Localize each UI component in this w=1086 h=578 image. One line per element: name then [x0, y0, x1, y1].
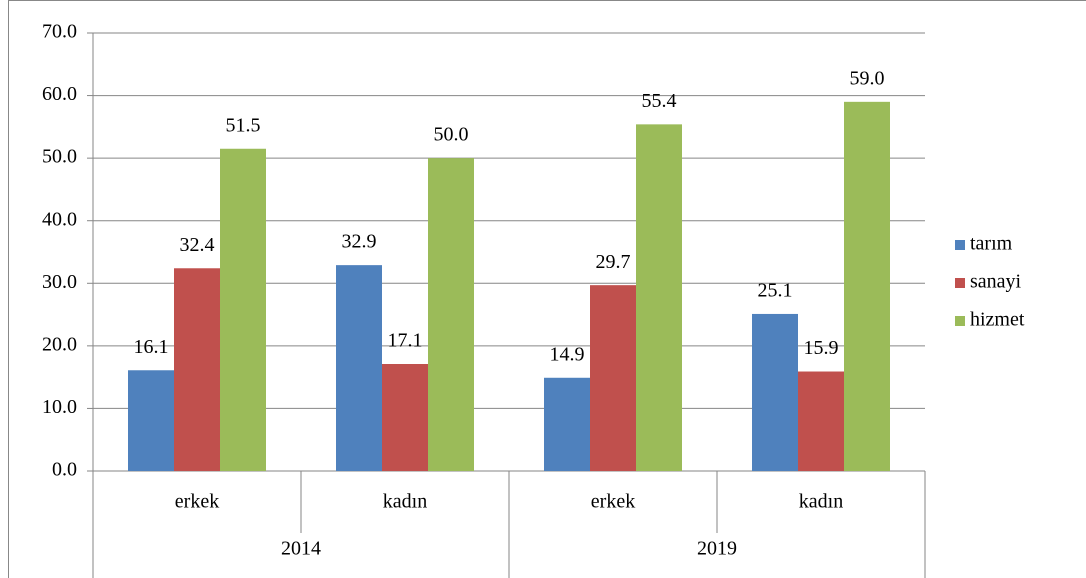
data-label: 55.4 [642, 90, 677, 112]
data-label: 32.4 [180, 234, 215, 256]
data-label: 29.7 [596, 251, 631, 273]
y-tick-label: 60.0 [42, 83, 77, 105]
y-tick-label: 30.0 [42, 271, 77, 293]
group-label: 2019 [697, 538, 737, 560]
legend-label: tarım [970, 233, 1013, 255]
bar [428, 158, 474, 471]
data-label: 32.9 [342, 231, 377, 253]
data-label: 59.0 [850, 67, 885, 89]
y-tick-label: 0.0 [52, 459, 77, 481]
y-tick-label: 40.0 [42, 208, 77, 230]
x-tick-label: erkek [175, 491, 219, 513]
legend-label: hizmet [970, 309, 1025, 331]
bar [336, 265, 382, 471]
bar [174, 268, 220, 471]
legend-swatch [955, 278, 965, 288]
data-label: 51.5 [226, 114, 261, 136]
x-tick-label: erkek [591, 491, 635, 513]
legend-swatch [955, 240, 965, 250]
bar [382, 364, 428, 471]
bar [220, 148, 266, 471]
data-label: 17.1 [388, 330, 423, 352]
x-tick-label: kadın [799, 491, 843, 513]
x-tick-label: kadın [383, 491, 427, 513]
bar [752, 313, 798, 471]
bar [544, 377, 590, 471]
y-tick-label: 70.0 [42, 21, 77, 43]
legend-swatch [955, 316, 965, 326]
legend-label: sanayi [970, 271, 1022, 293]
bar [798, 371, 844, 471]
bar [844, 101, 890, 471]
bar [590, 285, 636, 471]
data-label: 16.1 [134, 336, 169, 358]
data-label: 15.9 [804, 337, 839, 359]
data-label: 50.0 [434, 124, 469, 146]
y-tick-label: 20.0 [42, 333, 77, 355]
group-label: 2014 [281, 538, 321, 560]
data-label: 14.9 [550, 343, 585, 365]
data-label: 25.1 [758, 280, 793, 302]
y-tick-label: 10.0 [42, 396, 77, 418]
bar [128, 370, 174, 471]
bar [636, 124, 682, 472]
chart-border [8, 0, 1086, 578]
y-tick-label: 50.0 [42, 146, 77, 168]
